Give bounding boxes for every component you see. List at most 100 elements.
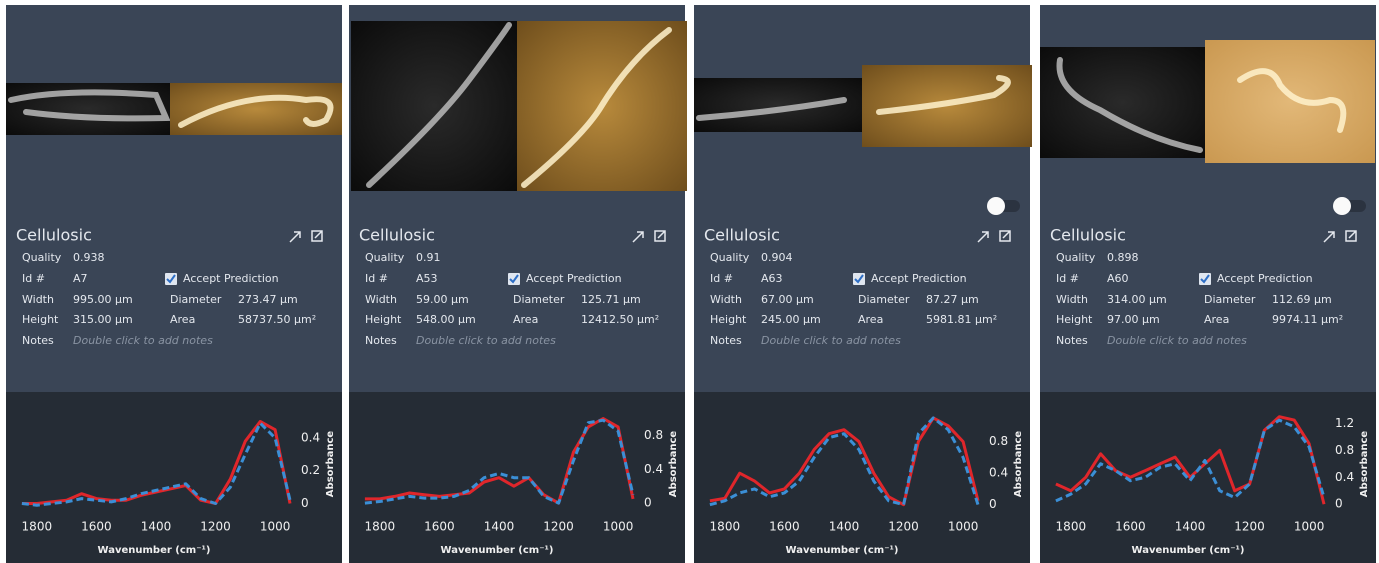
field-value: 67.00 µm [761,293,814,306]
cards: Cellulosic Quality 0.938 Id # A7 Width 995.00 … [0,0,1379,563]
field-value: A7 [73,272,88,285]
body: Cellulosic Quality 0.938 Id # A7 Width 995.00 … [0,0,1379,563]
field-value: 5981.81 µm² [926,313,997,326]
card-title: Cellulosic [1050,226,1126,245]
x-tick-label: 1400 [141,520,172,534]
accept-label: Accept Prediction [871,272,967,285]
field-label: Id # [22,272,45,285]
field-value: 314.00 µm [1107,293,1167,306]
field-label: Diameter [513,293,565,306]
field-value: 59.00 µm [416,293,469,306]
field-value: A60 [1107,272,1129,285]
field-label: Notes [365,334,397,347]
field-value: A53 [416,272,438,285]
y-axis-title: Absorbance [668,431,679,498]
y-tick-label: 0.4 [301,430,320,444]
y-tick-label: 0.8 [989,434,1008,448]
field-label: Area [1204,313,1229,326]
spectrum-background [1040,392,1376,563]
notes-hint[interactable]: Double click to add notes [73,334,213,347]
x-tick-label: 1800 [365,520,396,534]
x-tick-label: 1600 [424,520,455,534]
card-title: Cellulosic [16,226,92,245]
field-label: Diameter [1204,293,1256,306]
field-value: 0.898 [1107,251,1139,264]
field-label: Height [1056,313,1093,326]
field-value: 273.47 µm [238,293,298,306]
x-tick-label: 1400 [484,520,515,534]
x-axis-title: Wavenumber (cm⁻¹) [1132,545,1245,556]
field-value: 0.938 [73,251,105,264]
y-tick-label: 0.8 [1335,443,1354,457]
field-value: 245.00 µm [761,313,821,326]
field-label: Quality [22,251,62,264]
field-label: Diameter [858,293,910,306]
y-tick-label: 0 [644,496,652,510]
field-label: Notes [22,334,54,347]
field-label: Width [1056,293,1088,306]
field-value: 9974.11 µm² [1272,313,1343,326]
toggle-knob[interactable] [1333,197,1351,215]
accept-label: Accept Prediction [526,272,622,285]
y-axis-title: Absorbance [325,431,336,498]
field-value: 315.00 µm [73,313,133,326]
x-tick-label: 1800 [22,520,53,534]
field-value: 125.71 µm [581,293,641,306]
field-label: Quality [710,251,750,264]
accept-label: Accept Prediction [183,272,279,285]
spectrum-background [6,392,342,563]
field-label: Height [22,313,59,326]
visual-image [1205,40,1375,163]
y-tick-label: 0.8 [644,428,663,442]
x-tick-label: 1600 [1115,520,1146,534]
y-tick-label: 0.4 [644,462,663,476]
y-tick-label: 0.4 [989,466,1008,480]
field-value: 0.904 [761,251,793,264]
x-tick-label: 1000 [260,520,291,534]
accept-label: Accept Prediction [1217,272,1313,285]
field-label: Height [365,313,402,326]
field-value: 995.00 µm [73,293,133,306]
field-label: Id # [365,272,388,285]
y-tick-label: 0.4 [1335,470,1354,484]
field-label: Width [22,293,54,306]
notes-hint[interactable]: Double click to add notes [1107,334,1247,347]
toggle-knob[interactable] [987,197,1005,215]
page: Particle cards {"labels":{"quality":"Qua… [0,0,1379,563]
field-value: 112.69 µm [1272,293,1332,306]
x-tick-label: 1800 [710,520,741,534]
x-tick-label: 1200 [543,520,574,534]
y-tick-label: 1.2 [1335,416,1354,430]
field-label: Area [858,313,883,326]
field-label: Width [365,293,397,306]
x-tick-label: 1200 [200,520,231,534]
x-tick-label: 1600 [769,520,800,534]
field-label: Area [170,313,195,326]
field-label: Notes [1056,334,1088,347]
y-tick-label: 0 [301,496,309,510]
card-title: Cellulosic [359,226,435,245]
field-label: Diameter [170,293,222,306]
field-value: 58737.50 µm² [238,313,316,326]
x-tick-label: 1000 [948,520,979,534]
ir-image [694,78,862,132]
y-axis-title: Absorbance [1013,431,1024,498]
field-value: 87.27 µm [926,293,979,306]
x-tick-label: 1200 [1234,520,1265,534]
field-label: Quality [1056,251,1096,264]
card-title: Cellulosic [704,226,780,245]
x-axis-title: Wavenumber (cm⁻¹) [786,545,899,556]
field-label: Height [710,313,747,326]
x-tick-label: 1400 [829,520,860,534]
y-tick-label: 0 [989,497,997,511]
y-axis-title: Absorbance [1359,431,1370,498]
notes-hint[interactable]: Double click to add notes [761,334,901,347]
card: CellulosicQuality0.91Id #A53Width59.00 µ… [349,5,687,563]
field-value: 0.91 [416,251,441,264]
x-axis-title: Wavenumber (cm⁻¹) [98,545,211,556]
ir-image [1040,47,1205,158]
field-value: A63 [761,272,783,285]
notes-hint[interactable]: Double click to add notes [416,334,556,347]
field-label: Area [513,313,538,326]
